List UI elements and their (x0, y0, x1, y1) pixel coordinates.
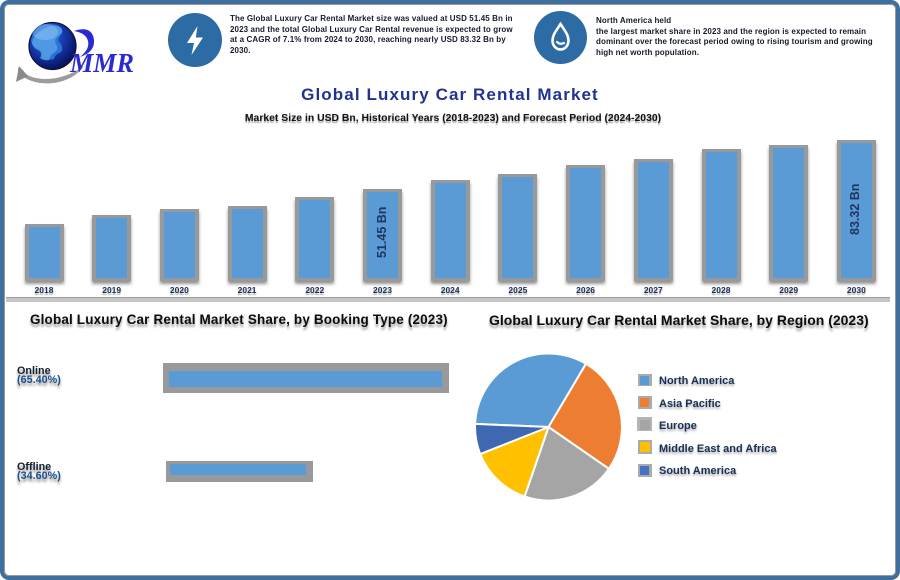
svg-text:MMR: MMR (69, 48, 134, 78)
